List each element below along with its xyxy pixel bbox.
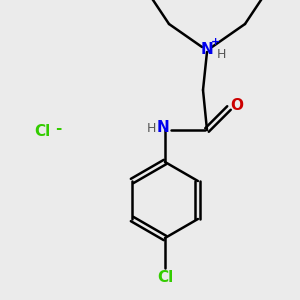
Text: N: N xyxy=(201,43,213,58)
Text: Cl: Cl xyxy=(157,271,173,286)
Text: H: H xyxy=(216,47,226,61)
Text: Cl: Cl xyxy=(34,124,50,140)
Text: H: H xyxy=(146,122,156,134)
Text: +: + xyxy=(210,37,220,47)
Text: O: O xyxy=(230,98,244,113)
Text: -: - xyxy=(55,121,61,136)
Text: N: N xyxy=(157,121,169,136)
